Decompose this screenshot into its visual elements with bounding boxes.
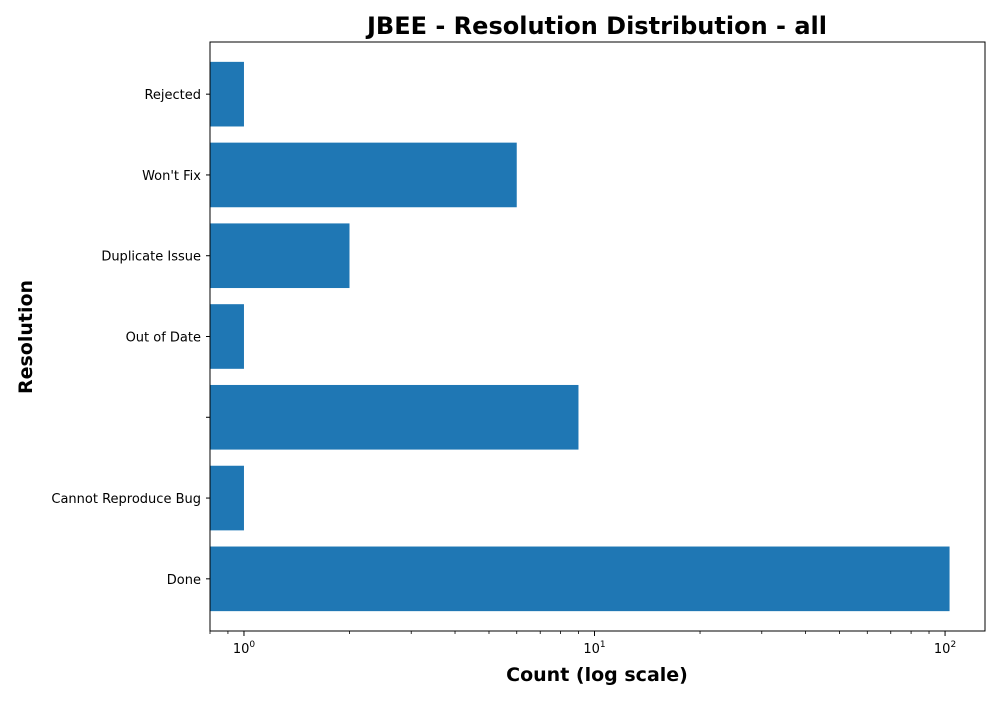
x-tick-label: 101	[583, 640, 605, 657]
bar	[210, 61, 244, 127]
bars-layer	[210, 61, 950, 612]
bar	[210, 384, 579, 450]
y-tick-label: Cannot Reproduce Bug	[51, 492, 201, 507]
bar	[210, 546, 950, 612]
y-axis: Done Cannot Reproduce Bug Out of Date Dupli…	[51, 88, 210, 588]
y-axis-label: Resolution	[15, 280, 37, 394]
bar	[210, 142, 517, 208]
x-tick-label: 102	[934, 640, 956, 657]
bar	[210, 465, 244, 531]
chart-title: JBEE - Resolution Distribution - all	[365, 12, 827, 40]
bar	[210, 304, 244, 369]
y-tick-label: Won't Fix	[142, 169, 201, 184]
y-tick-label: Duplicate Issue	[101, 250, 201, 265]
y-tick-label: Rejected	[144, 88, 201, 103]
bar	[210, 223, 350, 289]
x-axis-label: Count (log scale)	[506, 664, 688, 686]
x-tick-label: 100	[233, 640, 256, 657]
y-tick-label: Out of Date	[126, 331, 201, 346]
x-axis: 100 101 102	[209, 631, 956, 657]
y-tick-label: Done	[167, 573, 201, 588]
